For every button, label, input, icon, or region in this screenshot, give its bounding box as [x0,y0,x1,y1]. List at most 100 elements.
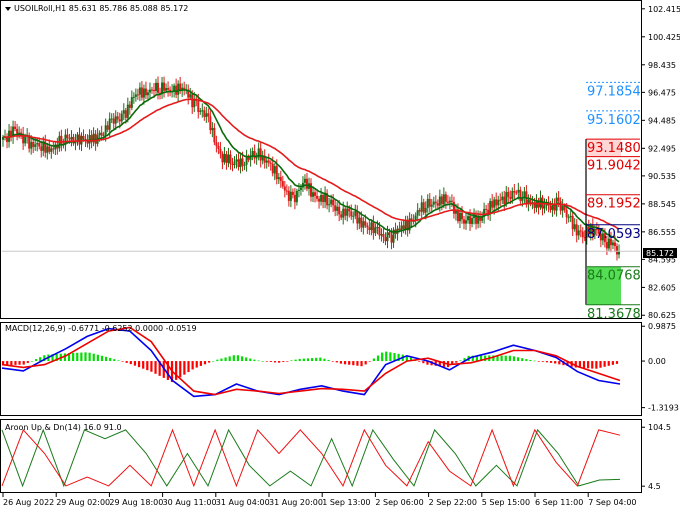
candle-body [515,192,518,194]
candle-body [92,133,95,143]
candle-body [191,94,194,108]
macd-hist-bar [208,361,211,363]
candle-body [189,94,192,98]
level-label: 89.1952 [587,197,641,212]
candle-body [446,201,449,203]
candle-body [239,158,242,168]
candle-body [609,238,612,246]
candle-body [163,82,166,91]
candle-body [448,200,451,203]
candle-body [233,161,236,165]
candle-body [157,82,160,93]
candle-body [223,154,226,163]
candle-body [36,143,39,145]
candle-body [114,116,117,124]
candle-body [587,226,590,235]
macd-hist-bar [356,361,359,366]
level-label: 97.1854 [587,84,641,99]
candle-body [452,201,455,214]
candle-body [475,215,478,224]
aroon-down-line [1,428,621,488]
y-tick-label: 84.595 [648,255,676,264]
candle-body [52,148,55,150]
candle-body [603,233,606,243]
x-tick-label: 29 Aug 02:00 [56,498,110,507]
candle-body [390,235,393,243]
macd-hist-bar [39,357,42,362]
macd-hist-bar [549,361,553,363]
candle-body [450,200,453,202]
candle-body [175,85,178,95]
macd-hist-bar [442,361,446,367]
candle-body [416,210,419,216]
candle-body [426,198,429,208]
candle-body [533,202,536,208]
symbol-dropdown-icon[interactable] [5,7,11,11]
candle-body [207,113,210,117]
candle-body [408,218,411,231]
candle-body [577,230,580,236]
candle-body [197,100,200,112]
candle-body [469,216,472,224]
candle-body [183,87,186,90]
candle-body [221,153,224,163]
level-zone-red [587,139,621,157]
macd-hist-bar [26,361,29,363]
macd-hist-bar [574,361,577,368]
candle-body [372,222,375,234]
candle-body [595,228,598,230]
macd-hist-bar [525,359,528,362]
candle-body [436,203,439,206]
macd-hist-bar [269,361,272,362]
macd-hist-bar [331,361,334,362]
candle-body [314,192,317,196]
macd-hist-bar [80,352,83,362]
macd-hist-bar [203,361,207,365]
macd-hist-bar [253,359,256,362]
macd-hist-bar [236,355,240,362]
candle-body [456,209,459,222]
candle-body [169,89,172,92]
macd-hist-bar [240,356,244,362]
candle-body [573,224,576,230]
candle-body [128,104,131,108]
macd-hist-bar [479,355,483,362]
macd-hist-bar [352,361,355,366]
candle-body [509,197,512,199]
macd-hist-bar [88,352,91,362]
candle-body [193,98,196,108]
candle-body [148,89,151,93]
candle-body [287,190,290,201]
y-tick-label: 80.625 [648,311,676,320]
current-price-tag [643,248,677,258]
candle-body [24,136,27,144]
candle-body [527,199,530,205]
macd-hist-bar [438,361,441,367]
x-tick-label: 6 Sep 11:00 [535,498,583,507]
macd-hist-bar [63,353,66,362]
main-pane-frame [0,0,642,319]
candle-body [6,136,9,142]
candle-body [122,110,125,114]
macd-hist-bar [220,358,223,362]
x-tick-label: 5 Sep 15:00 [482,498,530,507]
candle-body [322,195,325,203]
aroon-header: Aroon Up & Dn(14) 16.0 91.0 [5,423,122,432]
candle-body [261,155,264,161]
candle-body [440,196,443,205]
macd-hist-bar [537,361,540,362]
candle-body [585,226,588,238]
macd-hist-bar [212,360,215,362]
candle-body [328,204,331,206]
signal-line [1,326,621,396]
macd-hist-bar [512,356,516,362]
aroon-up-line [1,428,621,488]
candle-body [360,217,363,228]
candle-body [336,206,339,211]
macd-hist-bar [216,359,219,362]
candle-body [332,199,335,206]
macd-hist-bar [545,361,549,363]
candle-body [275,166,278,180]
macd-hist-bar [109,357,112,362]
candle-body [285,190,288,192]
